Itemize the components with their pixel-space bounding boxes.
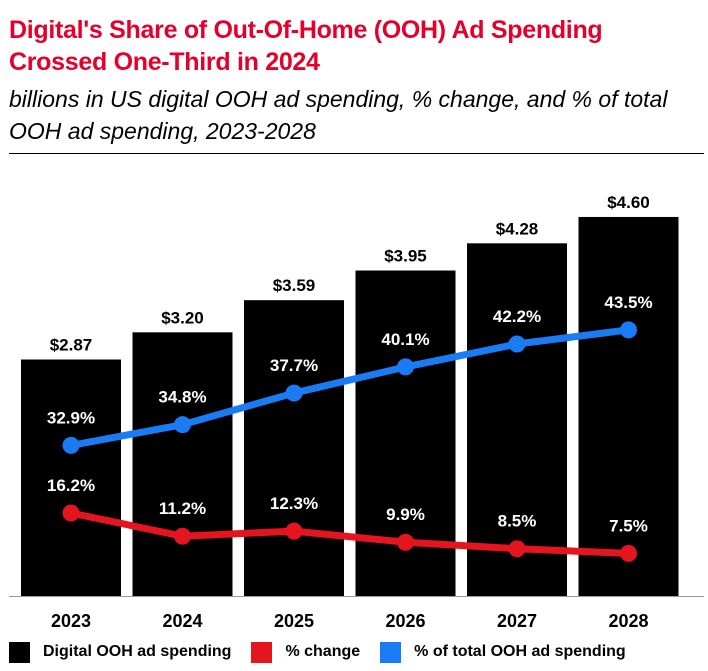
pct-change-label-2026: 9.9% <box>386 505 425 524</box>
pct-total-label-2028: 43.5% <box>604 293 652 312</box>
pct-change-label-2028: 7.5% <box>609 516 648 535</box>
legend-label-digital-spending: Digital OOH ad spending <box>43 643 232 660</box>
pct-total-point-2026 <box>397 358 414 376</box>
pct-total-point-2023 <box>62 436 80 454</box>
pct-change-label-2024: 11.2% <box>159 499 206 518</box>
bar-2025 <box>244 300 344 596</box>
pct-change-point-2028 <box>620 544 637 562</box>
legend-swatch-pct-total <box>380 641 402 663</box>
bar-value-label-2028: $4.60 <box>607 193 650 212</box>
pct-total-line <box>67 326 632 449</box>
pct-change-label-2023: 16.2% <box>47 476 95 495</box>
legend-item-pct-change: % change <box>251 641 361 663</box>
pct-total-label-2025: 37.7% <box>270 356 318 375</box>
pct-total-label-2027: 42.2% <box>493 307 541 326</box>
pct-total-point-2027 <box>508 335 526 353</box>
pct-change-point-2027 <box>508 540 526 558</box>
title-divider <box>9 153 704 154</box>
pct-total-point-2024 <box>174 416 191 434</box>
bar-value-label-2026: $3.95 <box>384 247 427 266</box>
bar-value-label-2027: $4.28 <box>496 219 539 238</box>
pct-change-label-2027: 8.5% <box>498 512 537 531</box>
legend-swatch-pct-change <box>251 641 273 663</box>
pct-total-label-2024: 34.8% <box>158 388 206 407</box>
legend-swatch-digital-spending <box>9 641 30 663</box>
pct-total-point-2028 <box>620 321 637 339</box>
x-tick-label-2026: 2026 <box>385 611 425 631</box>
chart-subtitle: billions in US digital OOH ad spending, … <box>9 86 668 144</box>
bar-2027 <box>467 243 567 596</box>
pct-change-line <box>67 509 632 557</box>
chart-legend: Digital OOH ad spending % change % of to… <box>9 640 708 664</box>
pct-change-point-2024 <box>174 527 191 545</box>
bar-value-label-2024: $3.20 <box>161 308 204 327</box>
x-tick-label-2027: 2027 <box>497 611 537 631</box>
bar-value-label-2023: $2.87 <box>50 336 93 355</box>
x-tick-label-2023: 2023 <box>51 611 91 631</box>
legend-label-pct-total: % of total OOH ad spending <box>414 643 626 660</box>
legend-label-pct-change: % change <box>285 643 361 660</box>
pct-total-point-2025 <box>285 384 303 402</box>
pct-change-point-2023 <box>62 504 80 522</box>
bar-2028 <box>578 216 679 596</box>
pct-change-label-2025: 12.3% <box>270 494 318 513</box>
legend-item-digital-spending: Digital OOH ad spending <box>9 641 232 663</box>
chart-title: Digital's Share of Out-Of-Home (OOH) Ad … <box>9 16 603 76</box>
bar-2023 <box>21 359 121 596</box>
x-tick-label-2024: 2024 <box>162 611 202 631</box>
bar-value-label-2025: $3.59 <box>273 276 316 295</box>
pct-total-label-2026: 40.1% <box>381 330 429 349</box>
pct-change-point-2025 <box>285 522 303 540</box>
pct-change-point-2026 <box>397 533 414 551</box>
chart-plot: $2.87 $3.20 $3.59 $3.95 $4.28 $4.60 2023 2024 20… <box>9 193 704 631</box>
x-tick-label-2025: 2025 <box>274 611 314 631</box>
pct-total-label-2023: 32.9% <box>47 408 95 427</box>
legend-item-pct-total: % of total OOH ad spending <box>380 641 626 663</box>
x-tick-label-2028: 2028 <box>608 611 648 631</box>
bar-2024 <box>132 332 233 596</box>
